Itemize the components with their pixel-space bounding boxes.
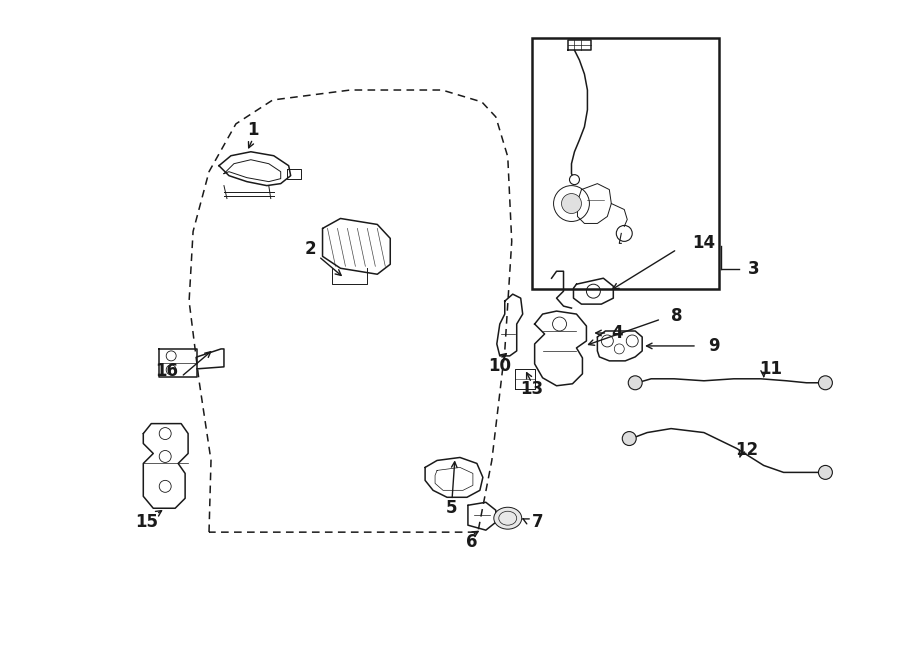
Text: 11: 11 [759,360,782,378]
Circle shape [628,376,643,390]
Text: 16: 16 [155,362,177,380]
Bar [532,38,719,289]
Text: 13: 13 [520,380,544,398]
Text: 4: 4 [611,324,623,342]
Circle shape [562,194,581,214]
Text: 5: 5 [446,499,458,518]
Circle shape [818,465,832,479]
Text: 14: 14 [692,235,716,253]
Circle shape [570,175,580,184]
Ellipse shape [494,507,522,529]
Text: 10: 10 [489,357,511,375]
Text: 7: 7 [532,513,544,531]
Text: 12: 12 [735,442,759,459]
Circle shape [818,376,832,390]
Text: 8: 8 [671,307,683,325]
Text: 2: 2 [305,241,317,258]
Text: 1: 1 [248,121,258,139]
Circle shape [554,186,590,221]
Text: 6: 6 [466,533,478,551]
Circle shape [622,432,636,446]
Text: 15: 15 [135,513,158,531]
Text: 9: 9 [708,337,720,355]
Text: 3: 3 [748,260,760,278]
